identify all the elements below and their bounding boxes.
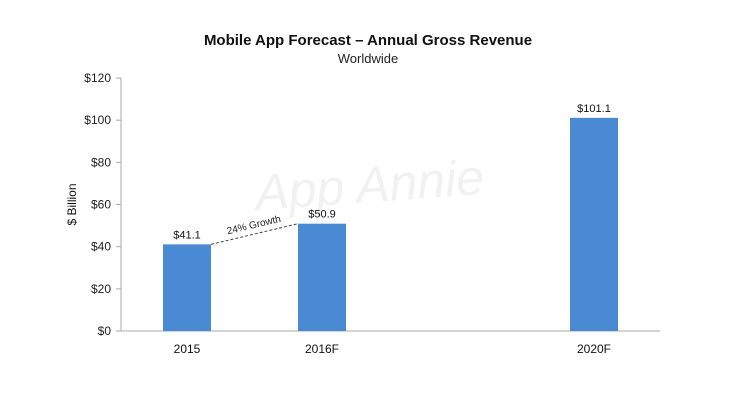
bar	[163, 244, 211, 331]
bar	[570, 117, 618, 331]
bar-value-label: $50.9	[308, 209, 336, 221]
bar	[298, 223, 346, 331]
y-tick-label: $40	[91, 240, 111, 254]
y-tick-label: $120	[84, 71, 111, 85]
bar-value-label: $41.1	[173, 229, 201, 241]
chart-title: Mobile App Forecast – Annual Gross Reven…	[203, 32, 533, 49]
y-tick-label: $80	[91, 155, 111, 169]
growth-annotation-label: 24% Growth	[226, 214, 282, 237]
x-tick-label: 2020F	[577, 342, 611, 356]
x-tick-label: 2015	[174, 342, 201, 356]
y-axis-label: $ Billion	[65, 183, 79, 225]
y-tick-label: $0	[98, 324, 112, 338]
x-tick-label: 2016F	[305, 342, 339, 356]
chart-subtitle: Worldwide	[337, 51, 399, 66]
watermark-logo: App Annie	[251, 149, 486, 221]
y-tick-label: $20	[91, 282, 111, 296]
bar-value-label: $101.1	[577, 103, 611, 115]
y-tick-label: $60	[91, 198, 111, 212]
y-tick-label: $100	[84, 113, 111, 127]
